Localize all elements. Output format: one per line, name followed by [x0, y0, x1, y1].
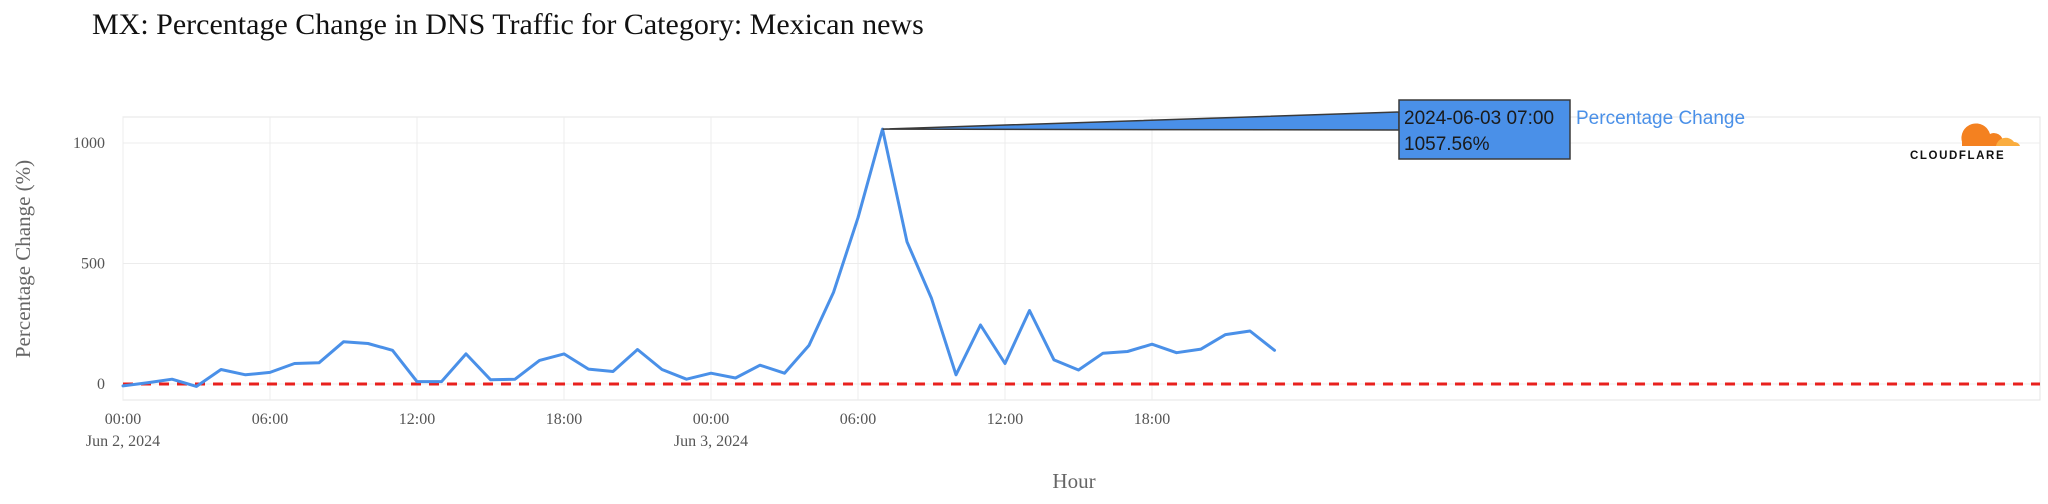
- x-axis-ticks: 00:00 Jun 2, 2024 06:00 12:00 18:00 00:00 Jun …: [86, 411, 1170, 450]
- tooltip-date: 2024-06-03 07:00: [1404, 108, 1554, 129]
- x-tick-label: 18:00: [1134, 411, 1170, 428]
- x-tick-label: 00:00: [105, 411, 141, 428]
- plot-frame: [122, 116, 2041, 401]
- chart-title: MX: Percentage Change in DNS Traffic for…: [92, 8, 924, 41]
- y-tick-label: 1000: [73, 135, 105, 152]
- y-axis-title: Percentage Change (%): [11, 160, 35, 358]
- x-tick-label: 06:00: [252, 411, 288, 428]
- x-tick-date-label: Jun 2, 2024: [86, 433, 160, 450]
- cloudflare-logo: CLOUDFLARE: [1910, 123, 2020, 162]
- tooltip-series-name: Percentage Change: [1576, 108, 1745, 129]
- x-tick-label: 00:00: [693, 411, 729, 428]
- cloudflare-cloud-icon: [1961, 123, 2020, 146]
- tooltip-box: [1398, 99, 1571, 160]
- y-axis-ticks: 0 500 1000: [73, 135, 105, 393]
- x-tick-label: 18:00: [546, 411, 582, 428]
- x-tick-label: 06:00: [840, 411, 876, 428]
- gridlines: [122, 116, 2041, 401]
- series-line: [121, 127, 1276, 388]
- x-tick-label: 12:00: [399, 411, 435, 428]
- x-tick-label: 12:00: [987, 411, 1023, 428]
- y-tick-label: 500: [81, 256, 105, 273]
- cloudflare-logo-text: CLOUDFLARE: [1910, 150, 2005, 162]
- hover-tooltip: 2024-06-03 07:00 1057.56% Percentage Cha…: [882, 99, 1745, 160]
- x-tick-date-label: Jun 3, 2024: [674, 433, 748, 450]
- tooltip-pointer: [882, 111, 1400, 131]
- tooltip-value: 1057.56%: [1404, 134, 1490, 155]
- series-percentage-change: [121, 127, 1276, 388]
- y-tick-label: 0: [97, 376, 105, 393]
- x-axis-title: Hour: [1052, 469, 1095, 493]
